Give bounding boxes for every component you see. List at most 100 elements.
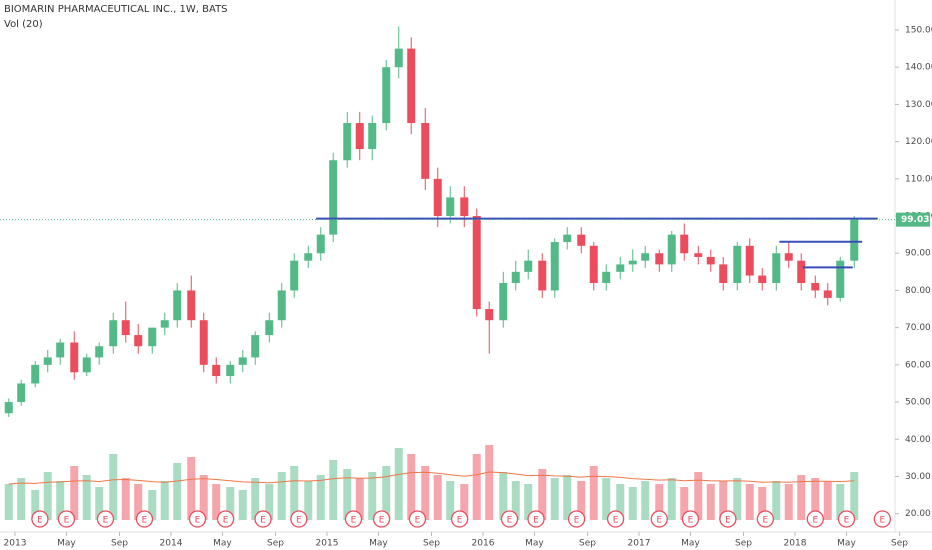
volume-bar bbox=[368, 472, 377, 520]
volume-bar bbox=[655, 484, 664, 520]
y-tick-label: 30.00 bbox=[905, 472, 931, 482]
x-tick-label: May bbox=[525, 539, 544, 549]
earnings-label: E bbox=[688, 516, 694, 526]
candle-body bbox=[511, 271, 520, 283]
candle-body bbox=[368, 123, 377, 150]
candle-body bbox=[329, 160, 338, 235]
volume-bar bbox=[148, 490, 157, 520]
volume-bar bbox=[772, 481, 781, 520]
candle-body bbox=[667, 234, 676, 265]
volume-bar bbox=[485, 445, 494, 520]
y-tick-label: 70.00 bbox=[905, 323, 931, 333]
candle-body bbox=[460, 197, 469, 217]
volume-bar bbox=[70, 466, 79, 520]
volume-bar bbox=[602, 478, 611, 520]
volume-bar bbox=[797, 475, 806, 520]
volume-bar bbox=[628, 487, 637, 520]
volume-bar bbox=[316, 475, 325, 520]
earnings-label: E bbox=[223, 516, 229, 526]
volume-bar bbox=[577, 481, 586, 520]
candle-body bbox=[316, 234, 325, 254]
volume-bar bbox=[290, 466, 299, 520]
candle-body bbox=[134, 335, 143, 347]
candle-body bbox=[745, 245, 754, 276]
volume-bar bbox=[433, 475, 442, 520]
x-tick-label: May bbox=[837, 539, 856, 549]
x-tick-label: May bbox=[213, 539, 232, 549]
volume-bar bbox=[238, 490, 247, 520]
candle-body bbox=[173, 290, 182, 321]
volume-bar bbox=[304, 481, 313, 520]
candle-body bbox=[17, 383, 26, 403]
volume-bar bbox=[43, 472, 52, 520]
x-tick-label: Sep bbox=[423, 539, 440, 549]
volume-bar bbox=[187, 457, 196, 520]
earnings-label: E bbox=[507, 516, 513, 526]
earnings-marker bbox=[31, 510, 49, 528]
candle-body bbox=[265, 320, 274, 336]
candle-body bbox=[733, 245, 742, 283]
candle-body bbox=[238, 357, 247, 365]
x-tick-label: 2014 bbox=[160, 539, 183, 549]
candle-body bbox=[382, 67, 391, 124]
candle-body bbox=[446, 197, 455, 217]
volume-bar bbox=[17, 478, 26, 520]
candle-body bbox=[56, 342, 65, 358]
volume-bar bbox=[226, 487, 235, 520]
earnings-marker bbox=[57, 510, 76, 528]
candle-body bbox=[4, 402, 13, 414]
candle-body bbox=[485, 309, 494, 321]
earnings-marker bbox=[650, 510, 668, 528]
volume-bar bbox=[733, 478, 742, 520]
y-tick-label: 110.00 bbox=[905, 174, 932, 184]
earnings-label: E bbox=[533, 516, 539, 526]
candle-body bbox=[70, 342, 79, 373]
earnings-label: E bbox=[574, 516, 580, 526]
candle-body bbox=[772, 253, 781, 283]
candle-body bbox=[563, 234, 572, 243]
candle-body bbox=[472, 216, 481, 310]
earnings-marker bbox=[806, 510, 824, 528]
earnings-label: E bbox=[195, 516, 201, 526]
volume-bar bbox=[616, 484, 625, 520]
earnings-marker bbox=[290, 510, 308, 528]
volume-bar bbox=[212, 484, 221, 520]
candle-body bbox=[589, 245, 598, 283]
x-tick-label: 2015 bbox=[316, 539, 339, 549]
volume-bar bbox=[589, 466, 598, 520]
candle-body bbox=[641, 253, 650, 261]
volume-bar bbox=[719, 481, 728, 520]
volume-bar bbox=[82, 475, 91, 520]
x-tick-label: Sep bbox=[267, 539, 284, 549]
earnings-marker bbox=[681, 510, 700, 528]
volume-bar bbox=[706, 484, 715, 520]
volume-bar bbox=[550, 478, 559, 520]
volume-bar bbox=[421, 466, 430, 520]
y-tick-label: 150.00 bbox=[905, 26, 932, 36]
candle-body bbox=[31, 364, 40, 384]
x-tick-label: 2018 bbox=[784, 539, 807, 549]
earnings-label: E bbox=[142, 516, 148, 526]
candle-body bbox=[212, 364, 221, 377]
earnings-marker bbox=[188, 510, 207, 528]
candle-body bbox=[811, 282, 820, 291]
y-tick-label: 50.00 bbox=[905, 398, 931, 408]
volume-bar bbox=[407, 454, 416, 520]
last-price-label: 99.03 bbox=[901, 215, 929, 225]
volume-bar bbox=[511, 481, 520, 520]
earnings-marker bbox=[873, 510, 892, 528]
volume-bar bbox=[460, 484, 469, 520]
candle-body bbox=[616, 264, 625, 272]
candle-body bbox=[160, 320, 169, 328]
volume-bar bbox=[745, 484, 754, 520]
volume-bar bbox=[31, 490, 40, 520]
y-tick-label: 90.00 bbox=[905, 249, 931, 259]
earnings-marker bbox=[500, 510, 519, 528]
candle-body bbox=[538, 260, 547, 291]
candle-body bbox=[524, 260, 533, 272]
x-tick-label: May bbox=[369, 539, 388, 549]
earnings-label: E bbox=[656, 516, 662, 526]
y-tick-label: 20.00 bbox=[905, 509, 931, 519]
candle-body bbox=[355, 123, 364, 150]
